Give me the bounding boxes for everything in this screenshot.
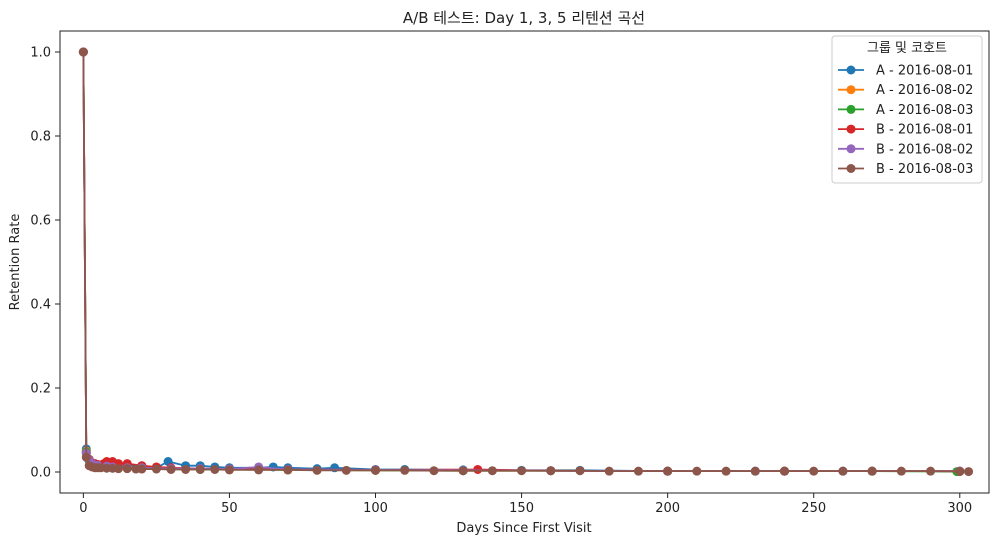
data-point xyxy=(151,464,161,474)
legend-entry: B - 2016-08-02 xyxy=(838,142,973,157)
legend-entry: A - 2016-08-01 xyxy=(838,64,973,79)
data-point xyxy=(195,464,205,474)
y-axis: 0.0 0.2 0.4 0.6 0.8 1.0 xyxy=(30,46,60,481)
y-tick-label: 0.6 xyxy=(30,214,51,229)
legend-marker-swatch xyxy=(846,65,856,75)
data-point xyxy=(604,466,614,476)
data-point xyxy=(371,465,381,475)
data-point xyxy=(400,465,410,475)
series-line xyxy=(82,51,957,473)
data-point xyxy=(517,466,527,476)
series-layer xyxy=(78,47,974,477)
series-line xyxy=(82,51,960,473)
y-tick-label: 0.0 xyxy=(30,466,51,481)
series-6 xyxy=(78,47,974,477)
x-axis-label: Days Since First Visit xyxy=(456,521,591,536)
data-point xyxy=(955,467,965,477)
data-point xyxy=(750,466,760,476)
legend-label: A - 2016-08-01 xyxy=(876,64,973,79)
series-5 xyxy=(78,47,965,476)
data-point xyxy=(896,466,906,476)
data-point xyxy=(113,464,123,474)
data-point xyxy=(254,465,264,475)
data-point xyxy=(487,466,497,476)
legend-label: A - 2016-08-02 xyxy=(876,83,973,98)
legend-entry: B - 2016-08-01 xyxy=(838,123,973,138)
data-point xyxy=(341,465,351,475)
legend-label: B - 2016-08-01 xyxy=(876,123,973,138)
y-axis-label: Retention Rate xyxy=(8,214,23,311)
plot-frame xyxy=(59,30,990,494)
y-tick-label: 0.2 xyxy=(30,382,51,397)
data-point xyxy=(867,466,877,476)
data-point xyxy=(312,465,322,475)
legend-entry: A - 2016-08-03 xyxy=(838,103,973,118)
series-line xyxy=(82,51,960,473)
data-point xyxy=(224,465,234,475)
x-tick-label: 0 xyxy=(79,501,87,516)
data-point xyxy=(210,464,220,474)
data-point xyxy=(137,464,147,474)
data-point xyxy=(546,466,556,476)
x-tick-label: 250 xyxy=(801,501,826,516)
legend-marker-swatch xyxy=(846,85,856,95)
data-point xyxy=(663,466,673,476)
data-point xyxy=(964,467,974,477)
legend-marker-swatch xyxy=(846,144,856,154)
data-point xyxy=(473,464,483,474)
series-4 xyxy=(78,47,965,476)
legend: 그룹 및 코호트 A - 2016-08-01A - 2016-08-02A -… xyxy=(831,35,983,184)
legend-marker-swatch xyxy=(846,164,856,173)
series-2 xyxy=(78,47,965,476)
x-tick-label: 100 xyxy=(363,501,388,516)
data-point xyxy=(429,466,439,476)
data-point xyxy=(575,466,585,476)
data-point xyxy=(692,466,702,476)
data-point xyxy=(721,466,731,476)
legend-marker-swatch xyxy=(846,124,856,134)
data-point xyxy=(838,466,848,476)
x-tick-label: 50 xyxy=(221,501,238,516)
data-point xyxy=(181,464,191,474)
data-point xyxy=(283,465,293,475)
legend-label: A - 2016-08-03 xyxy=(876,103,973,118)
series-3 xyxy=(78,47,962,477)
data-point xyxy=(81,452,91,462)
data-point xyxy=(78,47,88,57)
x-tick-label: 150 xyxy=(509,501,534,516)
data-point xyxy=(122,464,132,474)
legend-entry: A - 2016-08-02 xyxy=(838,83,973,98)
legend-items: A - 2016-08-01 A - 2016-08-02 A - 2016-08-… xyxy=(838,64,973,177)
data-point xyxy=(166,464,176,474)
legend-marker-swatch xyxy=(846,104,856,114)
legend-box xyxy=(831,35,983,184)
legend-title: 그룹 및 코호트 xyxy=(867,41,947,56)
y-tick-label: 1.0 xyxy=(30,46,51,61)
series-line xyxy=(82,51,960,473)
data-point xyxy=(633,466,643,476)
chart-title: A/B 테스트: Day 1, 3, 5 리텐션 곡선 xyxy=(403,9,645,27)
data-point xyxy=(458,466,468,476)
x-tick-label: 300 xyxy=(947,501,972,516)
y-tick-label: 0.8 xyxy=(30,130,51,145)
x-tick-label: 200 xyxy=(655,501,680,516)
data-point xyxy=(780,466,789,476)
legend-label: B - 2016-08-03 xyxy=(876,162,973,177)
x-axis: 0 50 100 150 200 250 300 xyxy=(79,493,972,516)
y-tick-label: 0.4 xyxy=(30,298,51,313)
data-point xyxy=(926,466,936,476)
data-point xyxy=(809,466,819,476)
legend-entry: B - 2016-08-03 xyxy=(838,162,973,177)
legend-label: B - 2016-08-02 xyxy=(876,142,973,157)
series-line xyxy=(82,51,960,473)
series-1 xyxy=(78,47,965,476)
